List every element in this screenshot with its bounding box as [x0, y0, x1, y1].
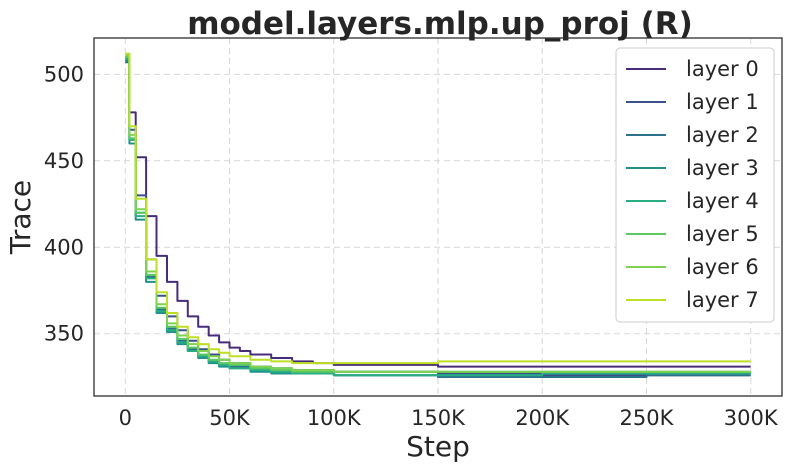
y-axis-label: Trace [4, 180, 37, 255]
x-tick-label: 50K [209, 406, 251, 430]
x-tick-label: 250K [620, 406, 675, 430]
legend-label: layer 2 [686, 123, 759, 147]
legend-label: layer 5 [686, 222, 759, 246]
x-axis-label: Step [406, 430, 470, 463]
legend-label: layer 3 [686, 156, 759, 180]
legend-label: layer 0 [686, 57, 759, 81]
x-axis-ticks: 0 50K 100K 150K 200K 250K 300K [119, 406, 779, 430]
series-lines [125, 52, 751, 378]
legend-label: layer 4 [686, 189, 759, 213]
legend-label: layer 7 [686, 288, 759, 312]
y-tick-label: 350 [44, 322, 84, 346]
x-tick-label: 150K [411, 406, 466, 430]
y-axis-ticks: 350 400 450 500 [44, 62, 84, 345]
x-tick-label: 0 [119, 406, 132, 430]
x-tick-label: 300K [724, 406, 779, 430]
x-tick-label: 200K [515, 406, 570, 430]
series-line-layer-7 [125, 52, 751, 365]
chart-title: model.layers.mlp.up_proj (R) [187, 6, 693, 42]
legend: layer 0 layer 1 layer 2 layer 3 layer 4 layer… [615, 47, 775, 323]
y-tick-label: 450 [44, 149, 84, 173]
plot-frame [93, 37, 783, 397]
y-tick-label: 400 [44, 235, 84, 259]
legend-box [615, 47, 775, 323]
y-tick-label: 500 [44, 62, 84, 86]
legend-label: layer 1 [686, 90, 759, 114]
x-tick-label: 100K [307, 406, 362, 430]
legend-label: layer 6 [686, 255, 759, 279]
